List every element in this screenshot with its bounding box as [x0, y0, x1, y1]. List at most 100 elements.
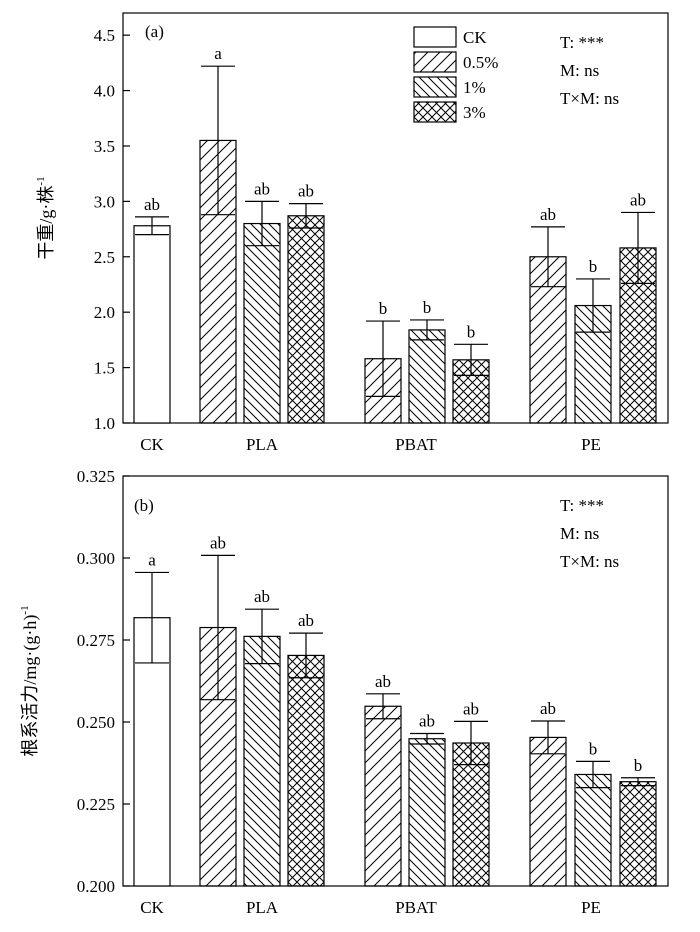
bar-group: b: [364, 299, 402, 424]
y-tick-label: 1.0: [94, 414, 115, 433]
significance-letter: ab: [540, 699, 556, 718]
significance-letter: b: [589, 739, 598, 758]
y-axis-label: 根系活力/mg·(g·h)-1: [19, 605, 41, 756]
bar: [133, 225, 171, 424]
significance-letter: ab: [210, 533, 226, 552]
y-tick-label: 4.5: [94, 26, 115, 45]
bar-group: ab: [364, 672, 402, 887]
legend-swatch: [413, 76, 457, 98]
legend-swatch: [413, 51, 457, 73]
significance-letter: ab: [463, 699, 479, 718]
y-tick-label: 0.300: [77, 549, 115, 568]
x-axis: CK PLA PBAT PE: [140, 898, 601, 917]
significance-letter: b: [589, 257, 598, 276]
bar-group: ab: [287, 611, 325, 887]
y-axis-label: 干重/g·株-1: [35, 176, 56, 259]
x-tick-label: PBAT: [395, 898, 437, 917]
significance-letter: ab: [254, 179, 270, 198]
x-tick-label: PE: [581, 435, 601, 454]
x-tick-label: PE: [581, 898, 601, 917]
bar-group: ab: [133, 195, 171, 424]
y-tick-label: 2.5: [94, 248, 115, 267]
stat-line: T×M: ns: [560, 89, 619, 108]
significance-letter: b: [379, 299, 388, 318]
y-tick-label: 0.250: [77, 713, 115, 732]
bar-group: ab: [408, 711, 446, 887]
x-axis: CK PLA PBAT PE: [140, 435, 601, 454]
bar-group: ab: [529, 699, 567, 887]
legend: CK 0.5% 1% 3%: [413, 26, 498, 123]
significance-letter: ab: [540, 205, 556, 224]
y-tick-label: 3.0: [94, 192, 115, 211]
y-tick-label: 0.225: [77, 795, 115, 814]
y-tick-label: 0.325: [77, 467, 115, 486]
bar: [243, 222, 281, 424]
panel-label: (a): [145, 22, 164, 41]
bar-group: ab: [619, 190, 657, 424]
legend-item: CK: [413, 26, 487, 48]
panel-a: (a) 干重/g·株-1 1.01.52.02.53.03.54.04.5 ab…: [35, 12, 669, 454]
y-tick-label: 0.275: [77, 631, 115, 650]
significance-letter: ab: [298, 611, 314, 630]
significance-letter: ab: [419, 711, 435, 730]
bar-group: ab: [243, 179, 281, 424]
y-tick-label: 4.0: [94, 82, 115, 101]
significance-letter: ab: [630, 190, 646, 209]
bar: [529, 736, 567, 887]
bar-group: b: [452, 322, 490, 424]
y-axis-title: 根系活力/mg·(g·h)-1: [19, 605, 41, 756]
significance-letter: a: [148, 550, 156, 569]
significance-letter: ab: [254, 587, 270, 606]
legend-item: 1%: [413, 76, 486, 98]
panel-label: (b): [134, 496, 154, 515]
legend-label: 0.5%: [463, 53, 498, 72]
bar: [287, 654, 325, 887]
y-axis: 1.0 1.5 2.0 2.5 3.0 3.5 4.0 4.5: [94, 26, 130, 433]
bar: [243, 635, 281, 887]
bar-group: a: [133, 550, 171, 887]
bar: [452, 742, 490, 887]
bar: [364, 705, 402, 887]
stat-line: M: ns: [560, 524, 599, 543]
stat-line: T: ***: [560, 33, 604, 52]
y-axis: 0.200 0.225 0.250 0.275 0.300 0.325: [77, 467, 130, 896]
x-tick-label: PBAT: [395, 435, 437, 454]
bar-group: b: [619, 756, 657, 887]
bar-group: ab: [287, 182, 325, 424]
y-axis-title: 干重/g·株-1: [35, 176, 56, 259]
bar-group: ab: [529, 205, 567, 424]
legend-item: 0.5%: [413, 51, 498, 73]
stats-box: T: *** M: ns T×M: ns: [560, 496, 619, 571]
stat-line: T: ***: [560, 496, 604, 515]
bar-group: b: [574, 739, 612, 887]
bar: [408, 738, 446, 887]
y-tick-label: 1.5: [94, 359, 115, 378]
legend-label: CK: [463, 28, 487, 47]
significance-letter: a: [214, 44, 222, 63]
legend-label: 3%: [463, 103, 486, 122]
legend-label: 1%: [463, 78, 486, 97]
x-tick-label: CK: [140, 435, 164, 454]
legend-item: 3%: [413, 101, 486, 123]
y-tick-label: 2.0: [94, 303, 115, 322]
bars: ab a ab ab b b b ab b ab: [133, 44, 657, 424]
stat-line: M: ns: [560, 61, 599, 80]
panel-b: (b) 根系活力/mg·(g·h)-1 0.200 0.225 0.250 0.275…: [19, 467, 669, 917]
x-tick-label: PLA: [246, 898, 279, 917]
legend-swatch: [413, 101, 457, 123]
x-tick-label: PLA: [246, 435, 279, 454]
bar-group: ab: [199, 533, 237, 887]
bar: [408, 329, 446, 424]
significance-letter: ab: [144, 195, 160, 214]
y-tick-label: 0.200: [77, 877, 115, 896]
bar: [287, 215, 325, 424]
stats-box: T: *** M: ns T×M: ns: [560, 33, 619, 108]
bar: [574, 773, 612, 887]
significance-letter: b: [423, 298, 432, 317]
bar-group: ab: [243, 587, 281, 887]
bar-group: ab: [452, 699, 490, 887]
bar-group: b: [574, 257, 612, 424]
significance-letter: ab: [375, 672, 391, 691]
